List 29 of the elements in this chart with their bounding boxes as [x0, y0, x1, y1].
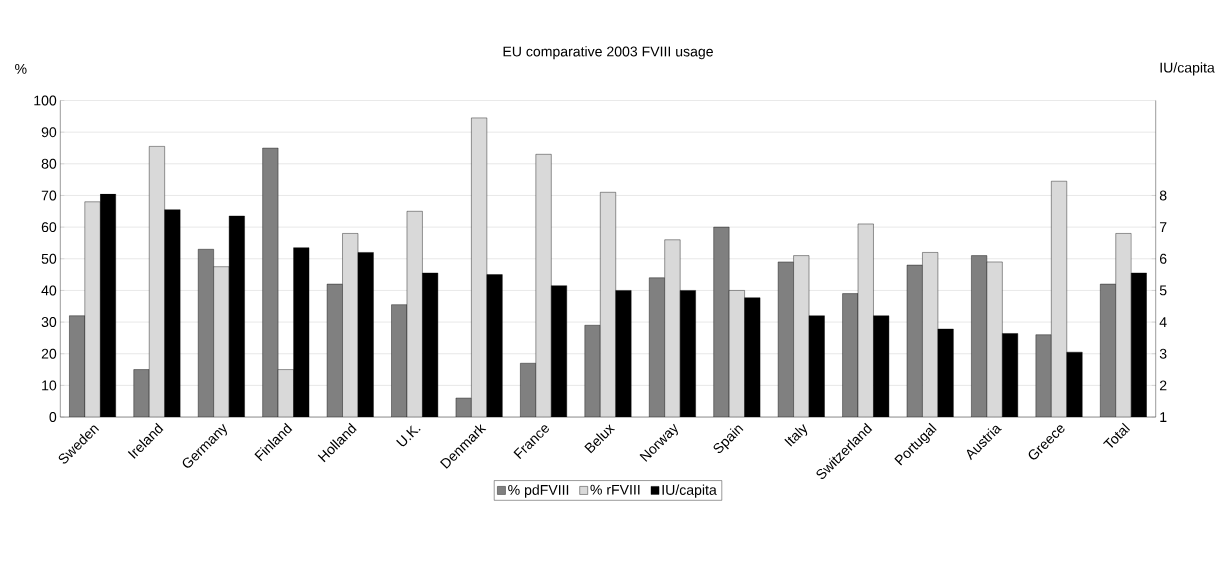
y2-tick-label: 5	[1159, 285, 1167, 296]
y-tick-label: 40	[41, 285, 57, 296]
y-tick-label: 80	[41, 158, 57, 169]
legend-label: IU/capita	[662, 484, 717, 498]
y-tick-label: 50	[41, 253, 57, 264]
y2-tick-label: 7	[1159, 222, 1167, 233]
y2-tick-label: 3	[1159, 348, 1167, 359]
y-tick-label: 100	[34, 95, 57, 106]
y-axis-title: %	[15, 64, 27, 74]
y2-tick-label: 6	[1159, 253, 1167, 264]
y-tick-label: 30	[41, 317, 57, 328]
y2-tick-label: 4	[1159, 317, 1167, 328]
y2-tick-label: 8	[1159, 190, 1167, 201]
legend-label: % rFVIII	[590, 484, 640, 495]
y-tick-label: 60	[41, 222, 57, 233]
legend-label: % pdFVIII	[508, 484, 569, 498]
bar	[471, 118, 487, 418]
y-tick-label: 20	[41, 348, 57, 359]
y-tick-label: 90	[41, 127, 57, 138]
x-tick-label: U.K.	[396, 425, 421, 447]
bar	[1051, 181, 1067, 418]
x-tick-label: Italy	[784, 424, 808, 447]
y-tick-label: 10	[42, 380, 57, 391]
y-tick-label: 0	[49, 412, 57, 423]
y2-tick-label: 1	[1160, 412, 1167, 422]
y2-tick-label: 2	[1159, 380, 1167, 391]
y-tick-label: 70	[41, 190, 57, 201]
chart-title: EU comparative 2003 FVIII usage	[503, 46, 713, 60]
y2-axis-title: IU/capita	[1160, 62, 1215, 76]
